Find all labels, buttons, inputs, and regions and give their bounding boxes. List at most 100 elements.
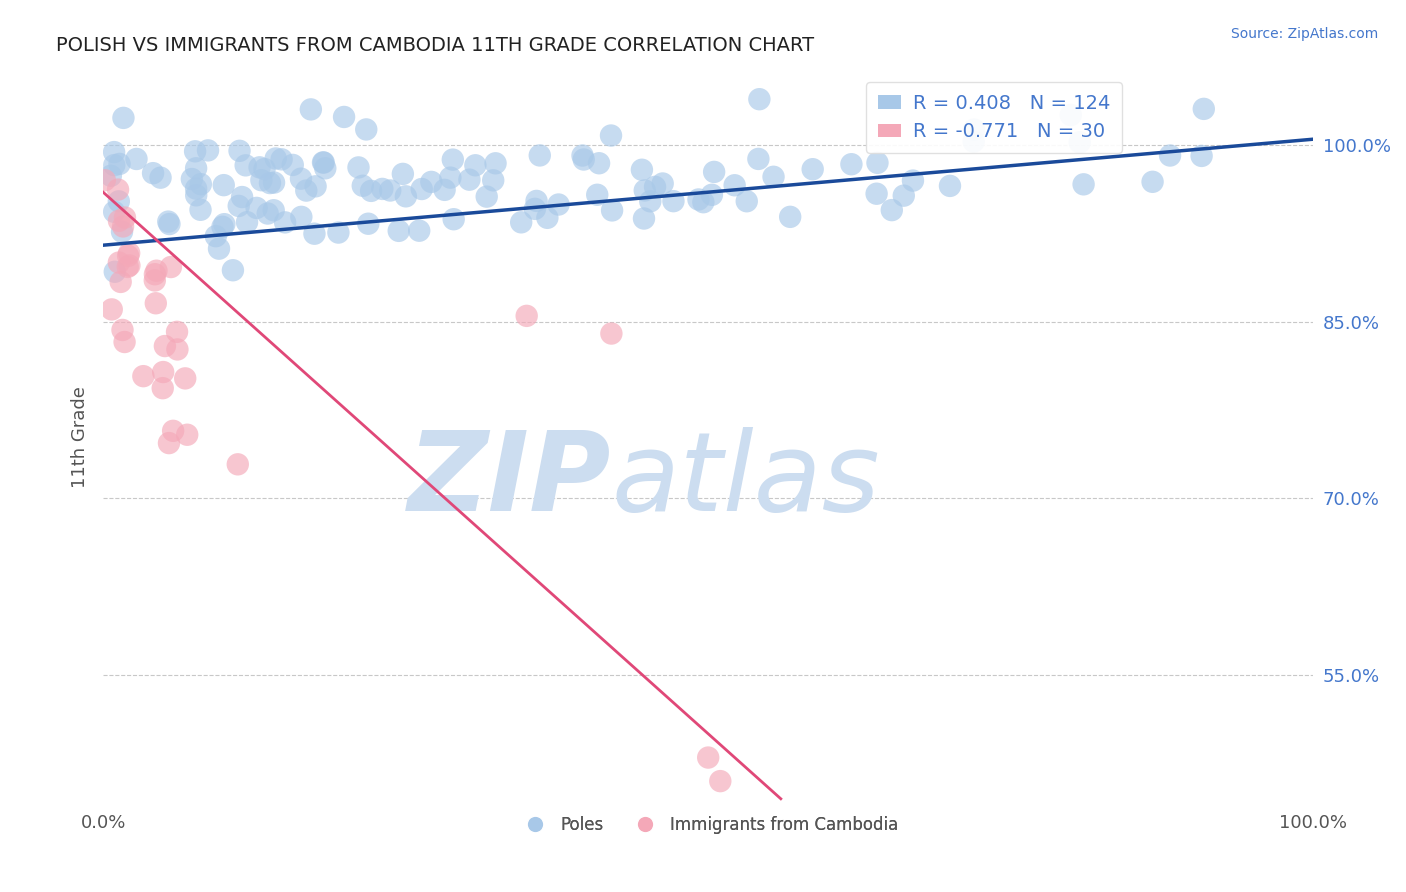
Point	[125, 152, 148, 166]
Point	[145, 296, 167, 310]
Point	[304, 179, 326, 194]
Point	[464, 158, 486, 172]
Point	[107, 183, 129, 197]
Point	[1192, 102, 1215, 116]
Point	[354, 122, 377, 136]
Point	[634, 183, 657, 197]
Point	[180, 172, 202, 186]
Point	[963, 122, 986, 136]
Point	[264, 152, 287, 166]
Point	[159, 217, 181, 231]
Point	[117, 260, 139, 274]
Point	[149, 170, 172, 185]
Point	[748, 92, 770, 106]
Point	[211, 219, 233, 234]
Point	[312, 155, 335, 169]
Point	[100, 302, 122, 317]
Point	[1069, 135, 1091, 149]
Point	[439, 170, 461, 185]
Point	[222, 263, 245, 277]
Point	[866, 156, 889, 170]
Point	[205, 229, 228, 244]
Point	[274, 215, 297, 229]
Point	[152, 381, 174, 395]
Point	[228, 199, 250, 213]
Point	[600, 128, 623, 143]
Point	[236, 215, 259, 229]
Point	[118, 259, 141, 273]
Point	[111, 225, 134, 239]
Point	[547, 197, 569, 211]
Point	[299, 103, 322, 117]
Point	[231, 190, 253, 204]
Point	[1060, 108, 1083, 122]
Point	[1191, 149, 1213, 163]
Point	[245, 201, 267, 215]
Point	[357, 217, 380, 231]
Point	[263, 176, 285, 190]
Point	[392, 167, 415, 181]
Point	[380, 184, 402, 198]
Point	[112, 219, 135, 234]
Point	[475, 189, 498, 203]
Point	[1159, 148, 1181, 162]
Point	[174, 371, 197, 385]
Point	[644, 179, 666, 194]
Point	[893, 188, 915, 202]
Point	[703, 165, 725, 179]
Point	[290, 210, 312, 224]
Point	[226, 458, 249, 472]
Point	[441, 153, 464, 167]
Y-axis label: 11th Grade: 11th Grade	[72, 385, 89, 488]
Point	[388, 224, 411, 238]
Point	[117, 249, 139, 263]
Point	[484, 156, 506, 170]
Point	[176, 427, 198, 442]
Point	[103, 158, 125, 172]
Point	[939, 178, 962, 193]
Point	[153, 339, 176, 353]
Point	[142, 166, 165, 180]
Point	[253, 162, 276, 177]
Point	[103, 145, 125, 160]
Point	[841, 157, 863, 171]
Point	[458, 172, 481, 186]
Point	[108, 255, 131, 269]
Legend: Poles, Immigrants from Cambodia: Poles, Immigrants from Cambodia	[512, 809, 905, 840]
Point	[157, 436, 180, 450]
Point	[112, 111, 135, 125]
Point	[259, 176, 281, 190]
Point	[536, 211, 558, 225]
Text: POLISH VS IMMIGRANTS FROM CAMBODIA 11TH GRADE CORRELATION CHART: POLISH VS IMMIGRANTS FROM CAMBODIA 11TH …	[56, 36, 814, 54]
Point	[762, 169, 785, 184]
Point	[588, 156, 610, 170]
Point	[360, 184, 382, 198]
Point	[328, 226, 350, 240]
Point	[1073, 178, 1095, 192]
Point	[256, 206, 278, 220]
Point	[700, 187, 723, 202]
Point	[132, 369, 155, 384]
Point	[94, 173, 117, 187]
Point	[395, 189, 418, 203]
Point	[290, 171, 312, 186]
Point	[371, 182, 394, 196]
Point	[166, 343, 188, 357]
Point	[352, 178, 374, 193]
Point	[111, 323, 134, 337]
Point	[114, 211, 136, 225]
Point	[571, 148, 593, 162]
Point	[281, 158, 304, 172]
Text: Source: ZipAtlas.com: Source: ZipAtlas.com	[1230, 27, 1378, 41]
Point	[295, 184, 318, 198]
Point	[963, 135, 986, 149]
Point	[108, 214, 131, 228]
Text: ZIP: ZIP	[408, 427, 612, 534]
Point	[143, 273, 166, 287]
Point	[347, 161, 370, 175]
Point	[688, 193, 710, 207]
Point	[184, 161, 207, 176]
Point	[724, 178, 747, 193]
Text: atlas: atlas	[612, 427, 880, 534]
Point	[162, 424, 184, 438]
